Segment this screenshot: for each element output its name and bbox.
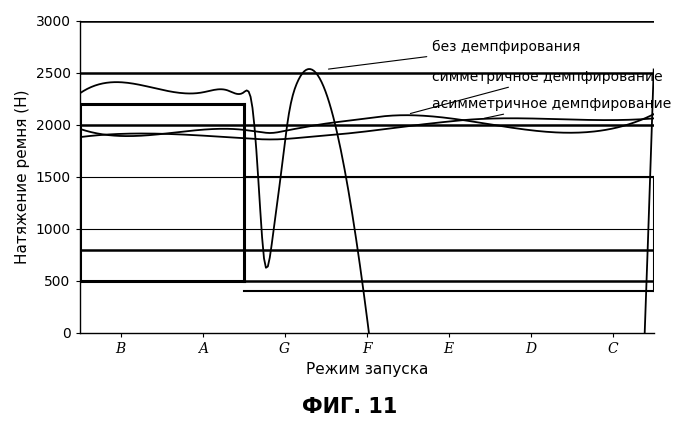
Text: без демпфирования: без демпфирования [329,40,581,69]
X-axis label: Режим запуска: Режим запуска [305,362,428,376]
Text: ФИГ. 11: ФИГ. 11 [302,397,397,417]
Text: симметричное демпфирование: симметричное демпфирование [410,70,663,114]
Y-axis label: Натяжение ремня (Н): Натяжение ремня (Н) [15,90,30,264]
Text: асимметричное демпфирование: асимметричное демпфирование [432,97,672,118]
